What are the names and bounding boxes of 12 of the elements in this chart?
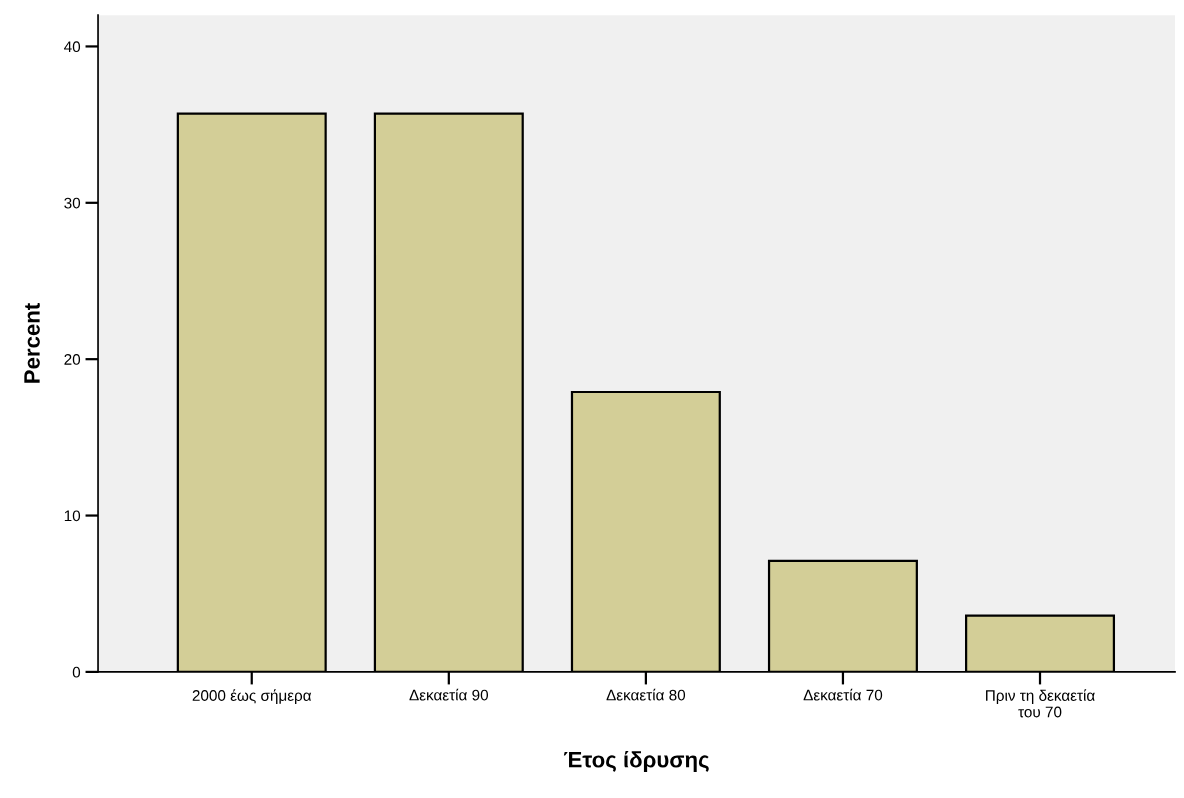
x-tick-label: Δεκαετία 70 xyxy=(803,688,883,701)
x-tick-label: Πριν τη δεκαετία του 70 xyxy=(986,689,1095,718)
x-tick-label: Δεκαετία 80 xyxy=(606,688,686,701)
x-tick-label: 2000 έως σήμερα xyxy=(192,689,312,704)
y-tick-label: 30 xyxy=(64,197,81,209)
x-tick-label: Δεκαετία 90 xyxy=(409,688,489,701)
y-tick-label: 10 xyxy=(64,510,81,522)
x-axis-title: Έτος ίδρυσης xyxy=(563,750,709,772)
y-axis-title: Percent xyxy=(24,303,40,383)
y-tick-label: 20 xyxy=(64,354,81,365)
y-tick-label: 0 xyxy=(72,666,81,678)
y-tick-label: 40 xyxy=(64,41,81,53)
